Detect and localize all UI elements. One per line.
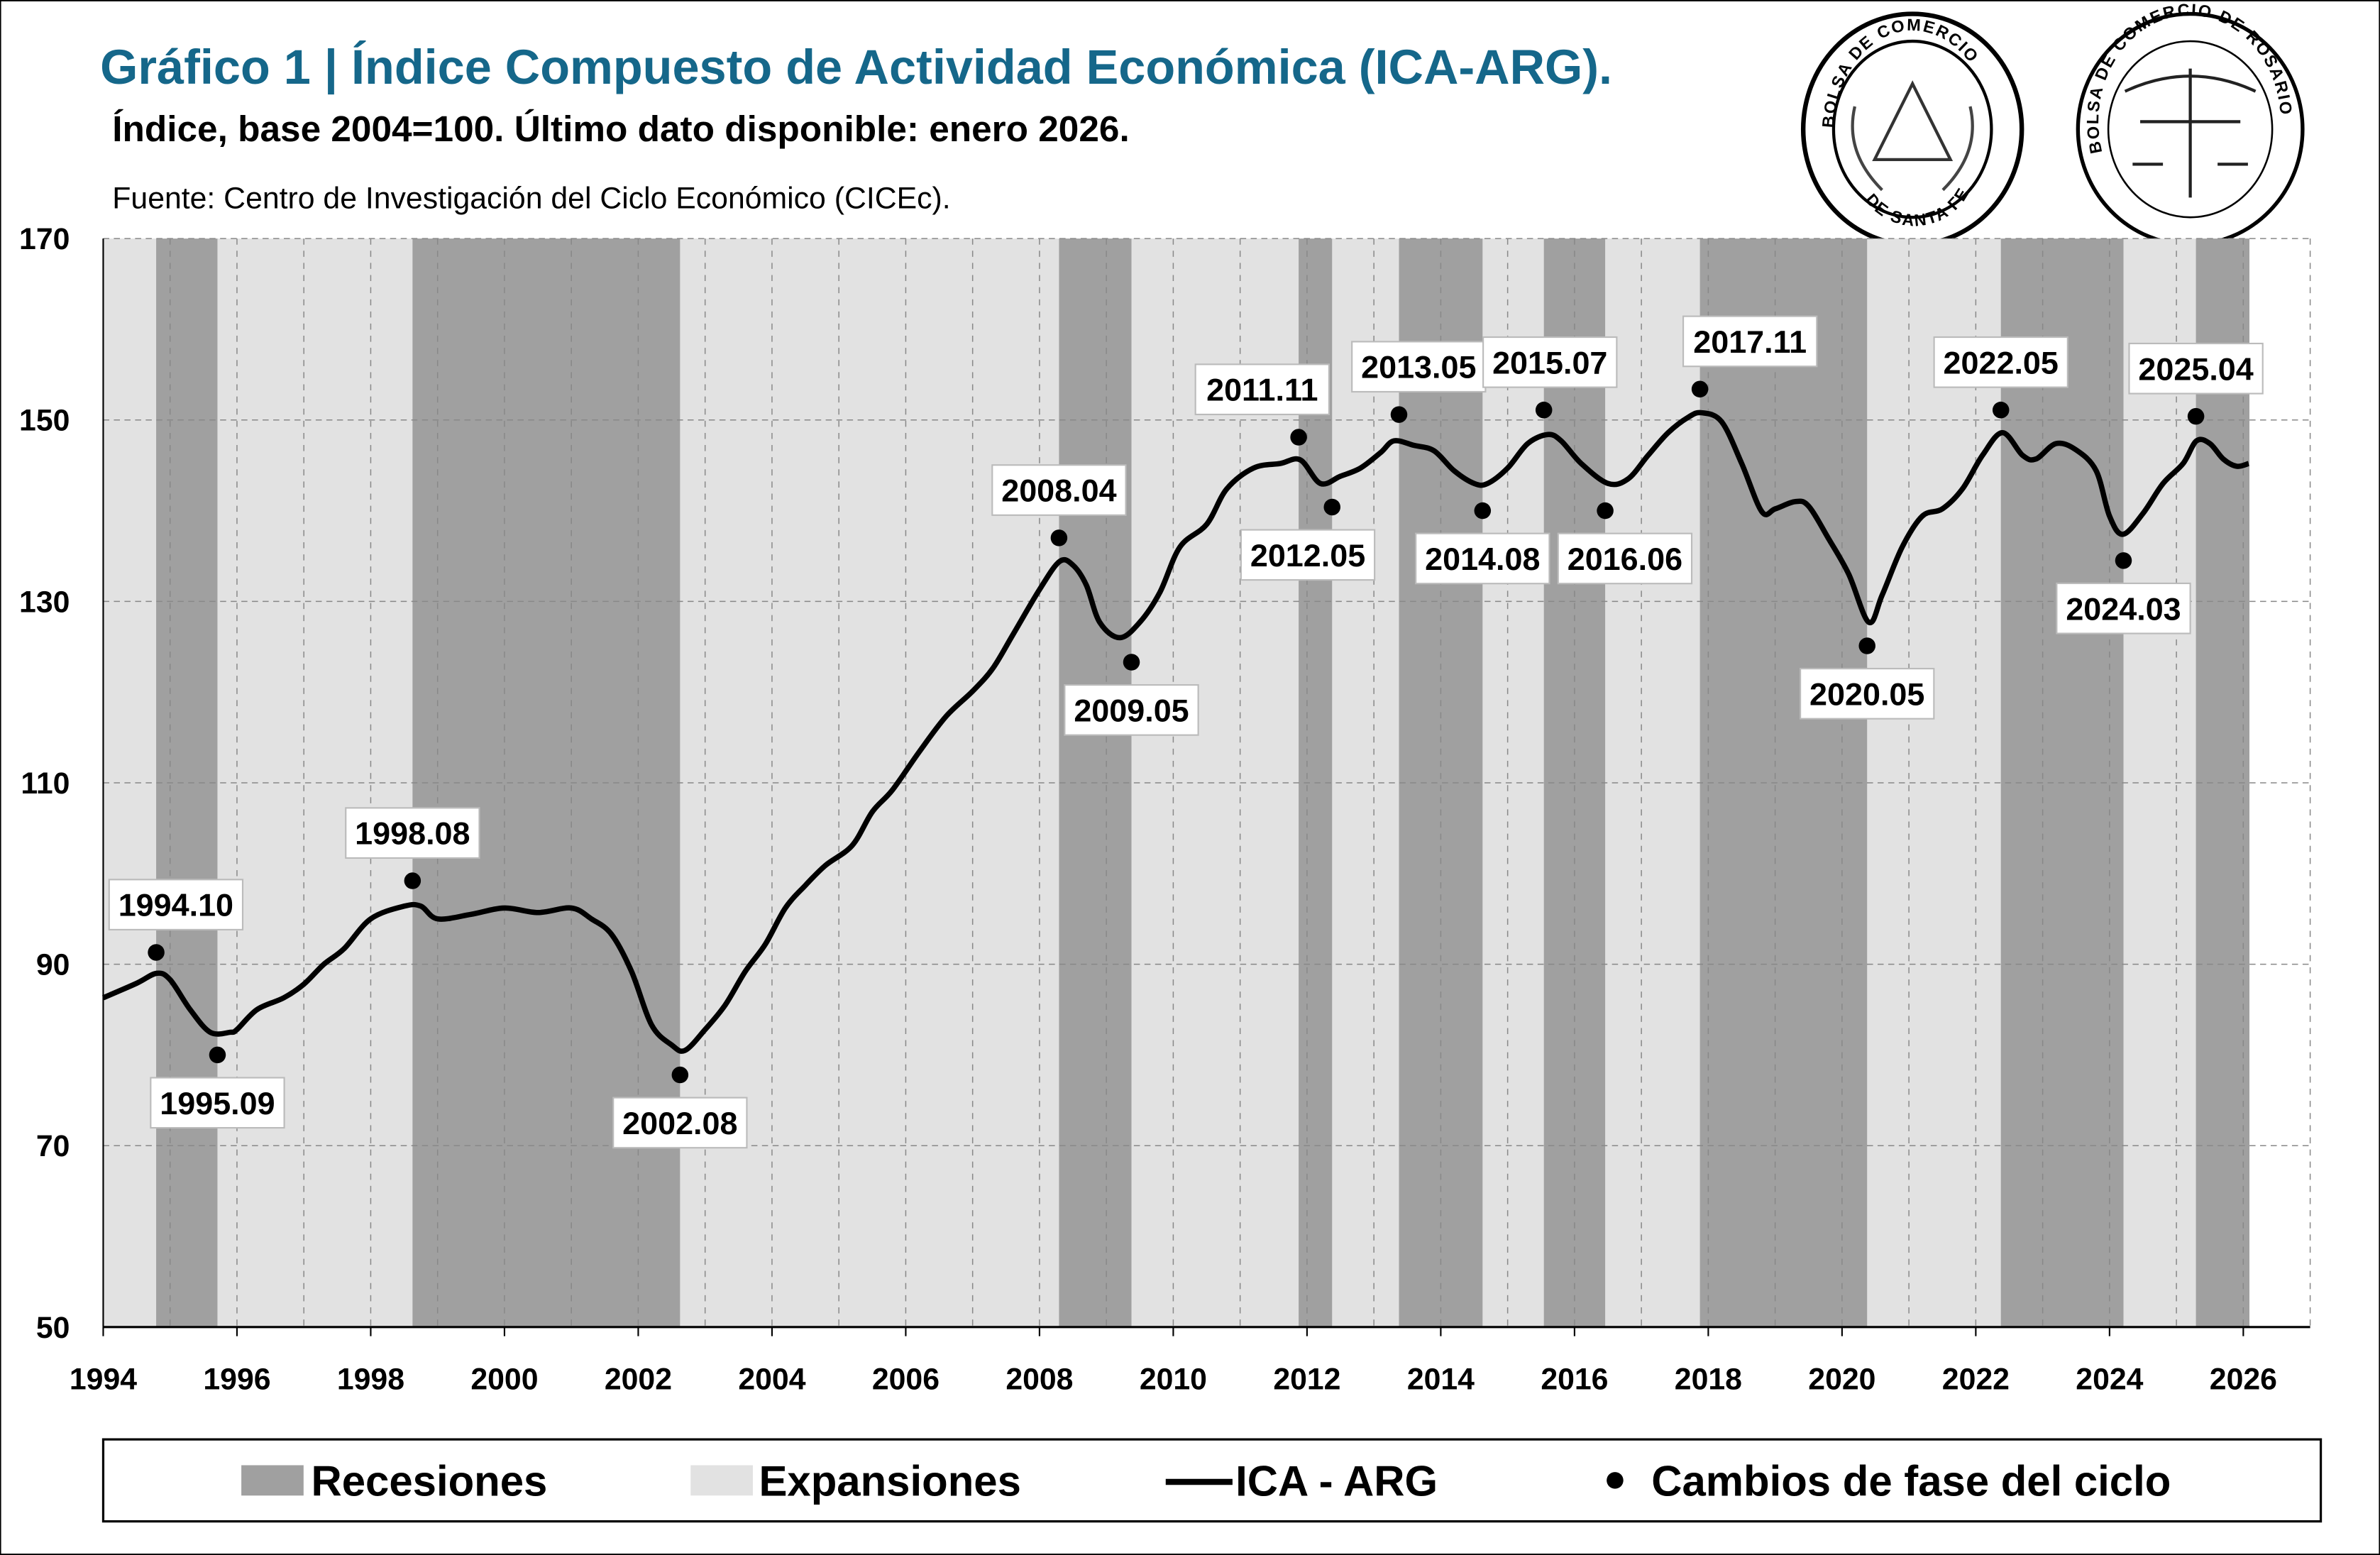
y-tick-label: 50 [36, 1311, 70, 1345]
turning-point-label-box [1415, 532, 1550, 585]
turning-points-layer: 1994.10 1995.09 1998.08 2002.08 2008.04 2009.… [108, 315, 2264, 1149]
turning-point-label: 2008.04 [1001, 473, 1116, 509]
turning-point-label: 2024.03 [2066, 590, 2181, 627]
turning-point-marker [148, 944, 165, 961]
legend-point-swatch [1607, 1472, 1624, 1489]
legend-recession-swatch [241, 1465, 304, 1496]
x-tick-label: 2012 [1273, 1363, 1340, 1397]
x-tick-label: 2000 [470, 1363, 538, 1397]
turning-point-marker [404, 872, 422, 889]
turning-point-label-box [1194, 363, 1330, 416]
chart-subtitle: Índice, base 2004=100. Último dato dispo… [112, 109, 1129, 149]
turning-point-label: 2012.05 [1250, 537, 1365, 573]
turning-point-label-box [1682, 315, 1818, 368]
legend-turning-points: Cambios de fase del ciclo [1651, 1457, 2171, 1505]
y-tick-label: 150 [19, 404, 70, 438]
x-tick-label: 2018 [1675, 1363, 1742, 1397]
turning-point-label: 2017.11 [1693, 324, 1807, 360]
legend: Recesiones Expansiones ICA - ARG Cambios… [101, 1438, 2323, 1523]
series-layer [101, 410, 2249, 1054]
turning-point-label: 2009.05 [1074, 692, 1189, 728]
turning-point-label: 2020.05 [1809, 676, 1924, 712]
turning-point-label: 2025.04 [2138, 351, 2253, 387]
turning-point-marker [1323, 498, 1341, 516]
y-tick-label: 110 [21, 766, 70, 801]
turning-point-marker [1535, 401, 1553, 419]
turning-point-label: 1994.10 [119, 887, 233, 923]
x-tick-label: 2024 [2076, 1363, 2143, 1397]
x-tick-label: 2026 [2210, 1363, 2277, 1397]
x-tick-label: 2022 [1942, 1363, 2010, 1397]
x-tick-label: 2016 [1541, 1363, 1608, 1397]
turning-point-marker [2187, 407, 2205, 425]
turning-point-label-box [345, 807, 480, 859]
legend-series: ICA - ARG [1235, 1457, 1438, 1505]
turning-point-marker [1123, 654, 1140, 671]
x-tick-label: 2010 [1140, 1363, 1207, 1397]
x-tick-label: 1996 [203, 1363, 270, 1397]
turning-point-label: 2015.07 [1492, 344, 1607, 380]
turning-point-label-box [1933, 336, 2068, 388]
turning-point-marker [209, 1046, 226, 1064]
turning-point-label: 2022.05 [1944, 344, 2059, 380]
turning-point-label-box [1482, 336, 1618, 388]
bolsa-de-comercio-santa-fe-seal: BOLSA DE COMERCIO DE SANTA FE [1800, 11, 2024, 247]
turning-point-label-box [108, 879, 244, 930]
turning-point-marker [1992, 401, 2010, 419]
ica-arg-line [101, 410, 2249, 1054]
x-tick-label: 2004 [738, 1363, 805, 1397]
turning-point-label-box [612, 1097, 748, 1149]
x-tick-label: 1998 [337, 1363, 404, 1397]
turning-point-label-box [1064, 684, 1199, 736]
turning-point-label: 1995.09 [160, 1085, 275, 1121]
x-tick-label: 2002 [605, 1363, 672, 1397]
turning-point-label: 2011.11 [1206, 372, 1318, 408]
legend-expansions: Expansiones [759, 1457, 1021, 1505]
turning-point-label: 2002.08 [622, 1105, 737, 1141]
turning-point-label-box [991, 464, 1127, 516]
turning-point-marker [671, 1066, 689, 1084]
turning-point-label-box [1557, 532, 1693, 585]
turning-point-marker [1691, 380, 1709, 398]
turning-point-label: 2014.08 [1425, 541, 1540, 577]
recession-band [156, 238, 218, 1327]
y-axis: 50 70 90 110 130 150 170 [19, 222, 70, 1345]
turning-point-marker [1050, 529, 1068, 546]
y-tick-label: 130 [19, 585, 70, 619]
turning-point-label: 2016.06 [1568, 541, 1682, 577]
turning-point-label-box [2128, 342, 2264, 395]
chart-title: Gráfico 1 | Índice Compuesto de Activida… [100, 40, 1612, 95]
turning-point-label-box [2056, 582, 2191, 634]
turning-point-label-box [150, 1077, 285, 1129]
y-tick-label: 70 [36, 1129, 70, 1163]
x-tick-label: 1994 [70, 1363, 137, 1397]
turning-point-marker [1390, 406, 1408, 423]
turning-point-label: 2013.05 [1361, 349, 1476, 385]
y-tick-label: 170 [19, 222, 70, 256]
legend-recessions: Recesiones [312, 1457, 548, 1505]
turning-point-label: 1998.08 [355, 815, 470, 852]
x-tick-label: 2006 [872, 1363, 940, 1397]
turning-point-marker [1858, 637, 1875, 654]
turning-point-marker [1290, 429, 1307, 446]
turning-point-marker [1474, 502, 1492, 520]
x-tick-label: 2008 [1006, 1363, 1073, 1397]
turning-point-label-box [1351, 341, 1487, 393]
turning-point-label-box [1240, 529, 1376, 581]
x-axis: 1994 1996 1998 2000 2002 2004 2006 2008 2010 2012… [70, 1326, 2277, 1397]
x-tick-label: 2020 [1808, 1363, 1875, 1397]
chart-source: Fuente: Centro de Investigación del Cicl… [112, 181, 950, 215]
turning-point-label-box [1800, 668, 1935, 720]
plot-area [102, 238, 2311, 1329]
turning-point-marker [1597, 502, 1614, 520]
x-tick-label: 2014 [1407, 1363, 1475, 1397]
turning-point-marker [2115, 552, 2132, 569]
legend-expansion-swatch [690, 1465, 753, 1496]
y-tick-label: 90 [36, 948, 70, 982]
